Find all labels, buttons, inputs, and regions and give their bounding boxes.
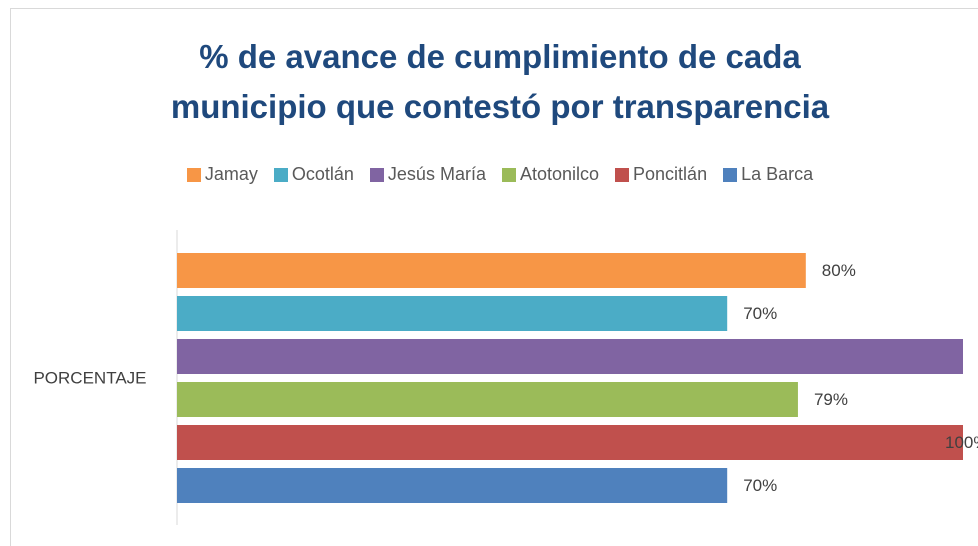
data-label: 70% (743, 304, 777, 323)
data-label: 70% (743, 476, 777, 495)
data-label: 80% (822, 261, 856, 280)
legend-swatch (369, 167, 384, 182)
legend-swatch (273, 167, 288, 182)
legend-item: La Barca (723, 164, 813, 185)
legend-label: Jesús María (387, 164, 486, 184)
chart-frame (10, 8, 978, 546)
legend-item: Jamay (186, 164, 258, 185)
legend-label: Jamay (204, 164, 258, 184)
legend-swatch (186, 167, 201, 182)
bar (177, 339, 963, 374)
legend: Jamay Ocotlán Jesús María Atotonilco Poncitl… (0, 164, 978, 185)
chart-title: % de avance de cumplimiento de cada muni… (170, 38, 830, 125)
legend-swatch (723, 167, 738, 182)
bar (177, 382, 798, 417)
data-label: 100% (945, 433, 978, 452)
legend-label: La Barca (741, 164, 814, 184)
legend-item: Jesús María (369, 164, 486, 185)
bar (177, 296, 728, 331)
legend-label: Poncitlán (633, 164, 708, 184)
legend-swatch (615, 167, 630, 182)
bar (177, 468, 728, 503)
bar (177, 253, 806, 288)
bar (177, 425, 963, 460)
legend-item: Poncitlán (615, 164, 707, 185)
data-label: 79% (814, 390, 848, 409)
legend-item: Atotonilco (501, 164, 600, 185)
legend-label: Atotonilco (519, 164, 600, 184)
legend-item: Ocotlán (273, 164, 354, 185)
legend-swatch (501, 167, 516, 182)
y-tick-label: PORCENTAJE (33, 368, 146, 387)
legend-label: Ocotlán (291, 164, 354, 184)
